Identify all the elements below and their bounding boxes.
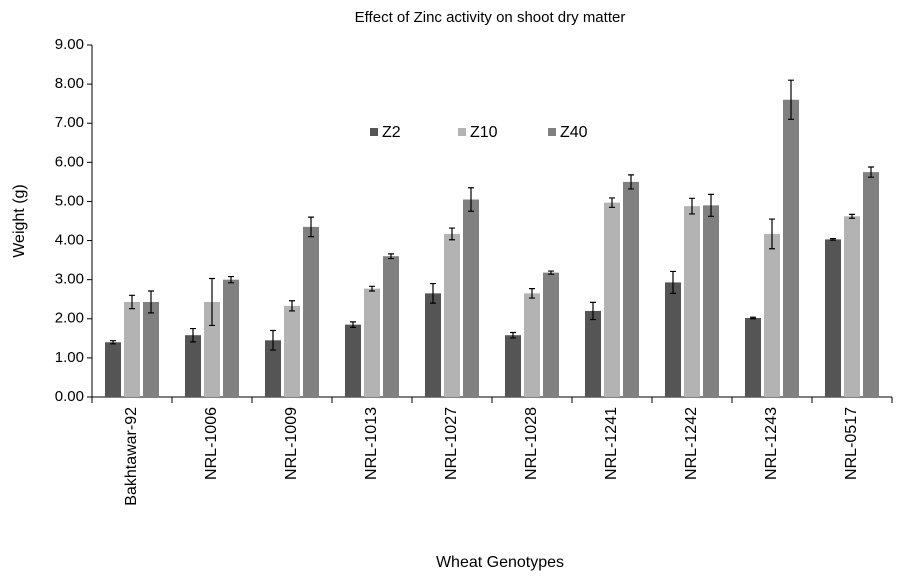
error-bar (708, 193, 714, 217)
error-bar (110, 340, 116, 345)
bar (204, 301, 220, 397)
x-axis-label: Wheat Genotypes (436, 554, 564, 571)
error-bar (670, 270, 676, 294)
legend-label: Z2 (382, 124, 401, 141)
x-tick-label: NRL-1242 (683, 407, 700, 480)
x-tick-label: NRL-1241 (603, 407, 620, 480)
x-tick-label: NRL-1009 (283, 407, 300, 480)
error-bar (129, 294, 135, 310)
error-bar (830, 238, 836, 241)
error-bar (529, 288, 535, 299)
bar (623, 181, 639, 397)
bar (604, 202, 620, 397)
bar (345, 324, 361, 397)
y-tick-label: 6.00 (55, 153, 84, 170)
y-tick-label: 8.00 (55, 75, 84, 92)
y-tick-label: 3.00 (55, 271, 84, 288)
error-bar (609, 197, 615, 208)
bar (383, 256, 399, 397)
error-bar (308, 216, 314, 238)
bar (863, 172, 879, 397)
legend-swatch (548, 128, 556, 136)
error-bar (788, 79, 794, 120)
y-tick-label: 1.00 (55, 349, 84, 366)
bar (364, 288, 380, 397)
bar (223, 279, 239, 397)
error-bar (289, 300, 295, 312)
bar (265, 340, 281, 397)
error-bar (350, 321, 356, 328)
bar (783, 99, 799, 397)
y-axis-label: Weight (g) (11, 184, 28, 258)
x-tick-label: NRL-1243 (763, 407, 780, 480)
error-bar (548, 270, 554, 275)
bar (684, 206, 700, 397)
error-bar (868, 166, 874, 178)
y-tick-label: 2.00 (55, 310, 84, 327)
bar (665, 282, 681, 397)
error-bar (769, 218, 775, 250)
x-tick-label: NRL-1013 (363, 407, 380, 480)
error-bar (510, 331, 516, 339)
legend-swatch (370, 128, 378, 136)
legend-label: Z10 (470, 124, 498, 141)
x-tick-label: NRL-1028 (523, 407, 540, 480)
bar (703, 205, 719, 397)
bar (543, 272, 559, 397)
bar (505, 335, 521, 397)
error-bar (148, 290, 154, 314)
bar (124, 301, 140, 397)
error-bar (388, 253, 394, 260)
error-bar (209, 277, 215, 327)
bar (524, 293, 540, 397)
error-bar (430, 282, 436, 304)
x-tick-label: Bakhtawar-92 (123, 407, 140, 506)
bar (825, 239, 841, 397)
bar (105, 342, 121, 397)
y-tick-label: 5.00 (55, 192, 84, 209)
error-bar (468, 187, 474, 212)
bar (425, 293, 441, 397)
bar (284, 305, 300, 397)
legend-swatch (458, 128, 466, 136)
error-bar (628, 174, 634, 190)
y-tick-label: 9.00 (55, 36, 84, 53)
bar (844, 216, 860, 397)
error-bar (369, 285, 375, 292)
bar (303, 226, 319, 397)
x-tick-label: NRL-0517 (843, 407, 860, 480)
error-bar (228, 275, 234, 284)
y-tick-label: 4.00 (55, 232, 84, 249)
error-bar (590, 301, 596, 321)
x-tick-label: NRL-1027 (443, 407, 460, 480)
legend-label: Z40 (560, 124, 588, 141)
bar (764, 233, 780, 397)
error-bar (449, 227, 455, 241)
bar (463, 199, 479, 397)
bar (585, 310, 601, 397)
x-tick-label: NRL-1006 (203, 407, 220, 480)
error-bar (270, 329, 276, 351)
chart-title: Effect of Zinc activity on shoot dry mat… (355, 9, 626, 26)
y-tick-label: 0.00 (55, 388, 84, 405)
bar (143, 301, 159, 397)
error-bar (750, 316, 756, 320)
error-bar (190, 327, 196, 343)
bar (444, 233, 460, 397)
bar (745, 317, 761, 397)
error-bar (849, 213, 855, 219)
error-bar (689, 197, 695, 215)
bar (185, 335, 201, 397)
y-tick-label: 7.00 (55, 114, 84, 131)
